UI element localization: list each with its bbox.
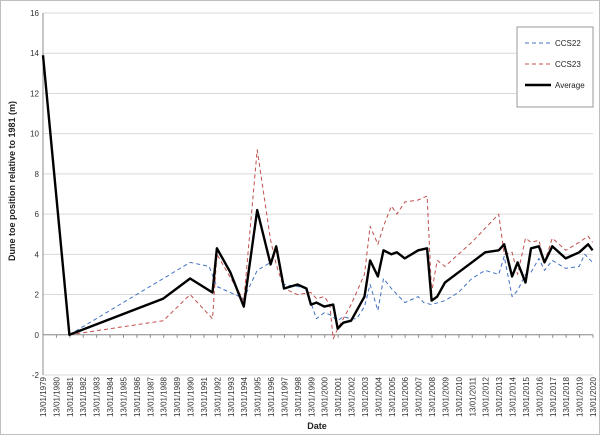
x-tick-label: 13/01/1997 [280, 376, 289, 417]
x-tick-label: 13/01/2016 [535, 376, 544, 417]
x-tick-label: 13/01/2001 [334, 376, 343, 417]
series-group [41, 55, 594, 340]
x-tick-label: 13/01/2020 [589, 376, 598, 417]
y-tick-label: 8 [35, 170, 40, 179]
y-tick-label: 6 [35, 210, 40, 219]
x-tick-label: 13/01/1984 [106, 376, 115, 417]
x-tick-label: 13/01/1983 [93, 376, 102, 417]
x-tick-label: 13/01/2013 [495, 376, 504, 417]
x-tick-label: 13/01/1988 [160, 376, 169, 417]
series-line-ccs22 [69, 247, 593, 336]
legend-label: CCS23 [555, 60, 581, 69]
x-tick-label: 13/01/2015 [522, 376, 531, 417]
legend-label: CCS22 [555, 39, 581, 48]
x-tick-label: 13/01/1989 [173, 376, 182, 417]
x-tick-label: 13/01/1982 [79, 376, 88, 417]
x-tick-label: 13/01/2008 [428, 376, 437, 417]
x-tick-label: 13/01/1996 [267, 376, 276, 417]
gridlines [42, 12, 593, 376]
y-tick-label: 12 [30, 89, 39, 98]
series-line-ccs23 [69, 149, 594, 340]
series-line-average [41, 55, 594, 336]
x-tick-label: 13/01/1998 [294, 376, 303, 417]
legend-box [516, 26, 594, 108]
x-tick-label: 13/01/1999 [307, 376, 316, 417]
x-tick-label: 13/01/2002 [348, 376, 357, 417]
x-axis-label: Date [307, 421, 327, 431]
x-tick-label: 13/01/2005 [388, 376, 397, 417]
x-tick-label: 13/01/1995 [254, 376, 263, 417]
x-tick-label: 13/01/1981 [66, 376, 75, 417]
x-tick-label: 13/01/1992 [213, 376, 222, 417]
x-tick-label: 13/01/1990 [187, 376, 196, 417]
x-tick-label: 13/01/2009 [441, 376, 450, 417]
y-tick-label: 0 [35, 331, 40, 340]
x-tick-label: 13/01/2011 [468, 376, 477, 416]
x-tick-label: 13/01/1993 [227, 376, 236, 417]
y-tick-label: 4 [35, 250, 40, 259]
y-axis-label: Dune toe position relative to 1981 (m) [7, 101, 17, 261]
legend: CCS22 CCS23 Average [516, 26, 594, 108]
y-tick-label: 2 [35, 291, 40, 300]
x-tick-label: 13/01/2019 [576, 376, 585, 417]
x-tick-label: 13/01/2004 [374, 376, 383, 417]
x-tick-label: 13/01/2017 [549, 376, 558, 417]
x-tick-label: 13/01/1991 [200, 376, 209, 417]
x-tick-label: 13/01/2014 [509, 376, 518, 417]
y-tick-label: 10 [30, 130, 39, 139]
x-tick-label: 13/01/1994 [240, 376, 249, 417]
x-tick-label: 13/01/2012 [482, 376, 491, 417]
legend-label: Average [555, 81, 585, 90]
x-tick-label: 13/01/1986 [133, 376, 142, 417]
y-tick-label: 14 [30, 49, 39, 58]
y-tick-label: -2 [32, 371, 40, 380]
x-axis-ticks: 13/01/1979 13/01/1980 13/01/1981 13/01/1982… [39, 334, 598, 417]
x-tick-label: 13/01/1985 [119, 376, 128, 417]
x-tick-label: 13/01/1979 [39, 376, 48, 417]
x-tick-label: 13/01/1987 [146, 376, 155, 417]
x-tick-label: 13/01/2003 [361, 376, 370, 417]
x-tick-label: 13/01/2000 [321, 376, 330, 417]
x-tick-label: 13/01/1980 [52, 376, 61, 417]
y-tick-label: 16 [30, 9, 39, 18]
x-tick-label: 13/01/2006 [401, 376, 410, 417]
x-tick-label: 13/01/2018 [562, 376, 571, 417]
x-tick-label: 13/01/2007 [415, 376, 424, 417]
x-tick-label: 13/01/2010 [455, 376, 464, 417]
y-axis-ticks: -2 0 2 4 6 8 10 12 14 16 [30, 9, 39, 380]
